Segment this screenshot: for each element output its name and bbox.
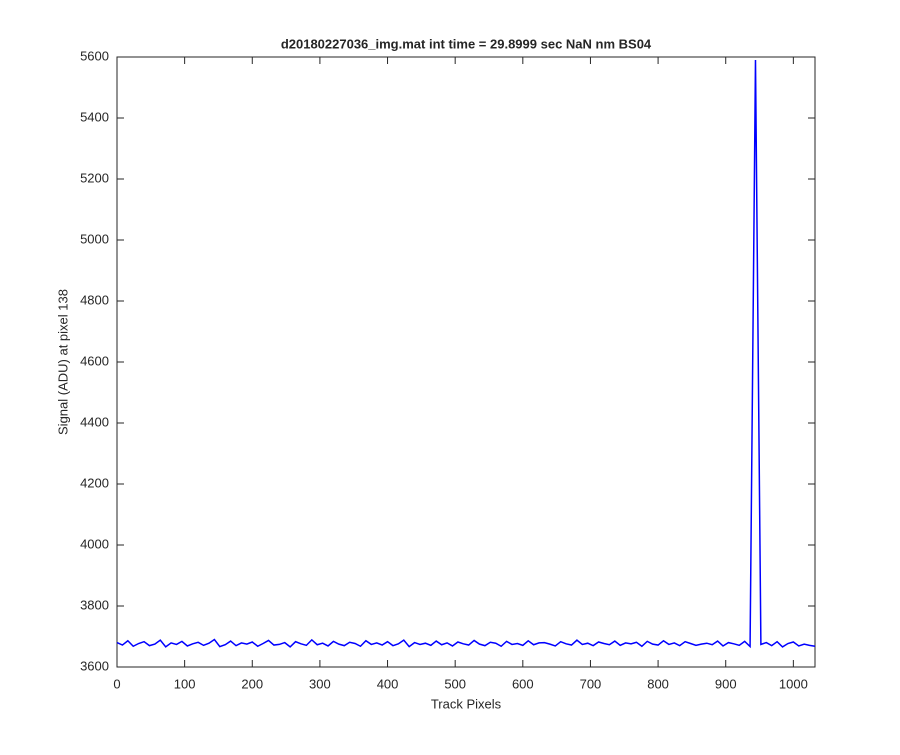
line-series xyxy=(116,60,816,649)
x-tick-label: 600 xyxy=(512,676,534,691)
x-tick-label: 0 xyxy=(113,676,120,691)
y-tick-label: 4800 xyxy=(80,292,109,307)
x-tick-label: 100 xyxy=(174,676,196,691)
y-tick-label: 5200 xyxy=(80,170,109,185)
x-tick-label: 1000 xyxy=(779,676,808,691)
x-tick-label: 900 xyxy=(715,676,737,691)
y-axis-label: Signal (ADU) at pixel 138 xyxy=(55,289,70,435)
x-tick-label: 700 xyxy=(580,676,602,691)
y-tick-label: 4400 xyxy=(80,414,109,429)
x-tick-label: 800 xyxy=(647,676,669,691)
chart-title: d20180227036_img.mat int time = 29.8999 … xyxy=(281,36,652,51)
y-tick-label: 5600 xyxy=(80,48,109,63)
y-tick-label: 4600 xyxy=(80,353,109,368)
y-tick-label: 3600 xyxy=(80,658,109,673)
y-tick-label: 4000 xyxy=(80,536,109,551)
x-tick-label: 300 xyxy=(309,676,331,691)
y-tick-label: 5000 xyxy=(80,231,109,246)
x-tick-label: 400 xyxy=(377,676,399,691)
x-axis-label: Track Pixels xyxy=(431,696,502,711)
x-tick-label: 500 xyxy=(444,676,466,691)
y-tick-label: 5400 xyxy=(80,109,109,124)
y-tick-label: 4200 xyxy=(80,475,109,490)
y-tick-label: 3800 xyxy=(80,597,109,612)
x-tick-label: 200 xyxy=(241,676,263,691)
